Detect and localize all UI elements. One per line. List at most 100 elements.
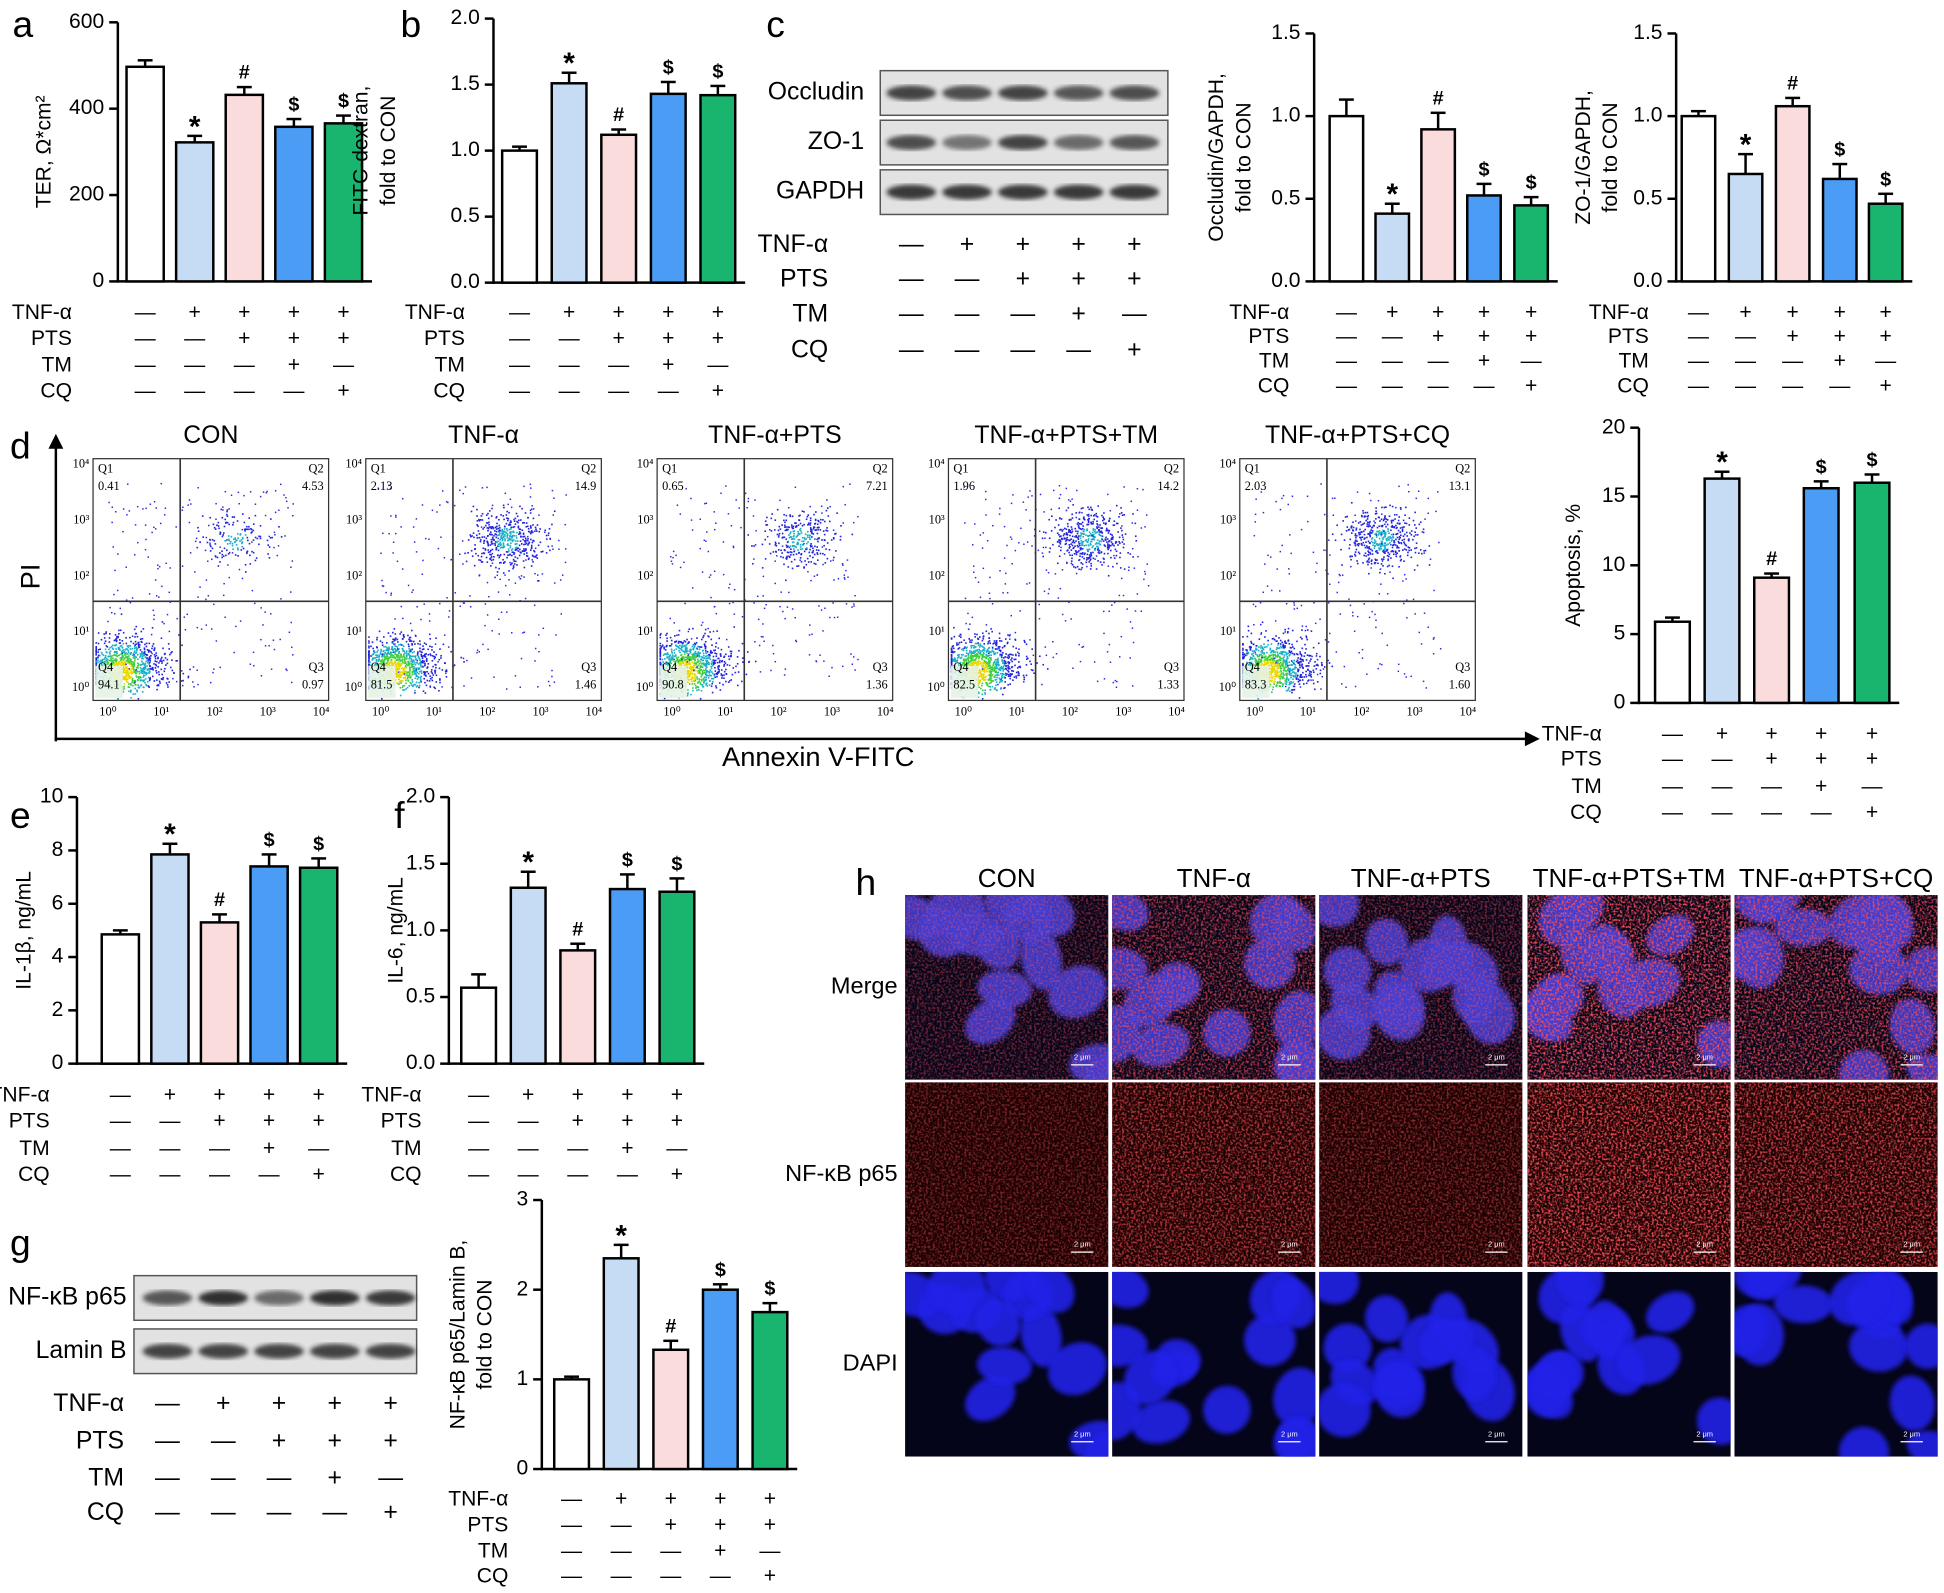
flow-dot: [738, 649, 740, 652]
flow-dot: [472, 505, 475, 508]
flow-dot: [723, 655, 726, 658]
flow-dot: [688, 650, 691, 653]
flow-dot: [983, 671, 986, 673]
flow-dot: [698, 653, 700, 656]
y-tick-label: 5: [1614, 622, 1626, 645]
flow-dot: [685, 646, 687, 648]
flow-dot: [416, 654, 419, 656]
flow-dot: [673, 655, 676, 657]
flow-dot: [397, 675, 400, 677]
treatment-sign: —: [1861, 775, 1883, 798]
treatment-label: PTS: [1561, 747, 1602, 770]
flow-dot: [495, 536, 498, 539]
flow-dot: [671, 654, 674, 656]
flow-dot: [510, 506, 513, 509]
flow-dot: [797, 524, 800, 527]
treatment-sign: +: [1525, 301, 1537, 324]
flow-dot: [396, 560, 399, 563]
flow-dot: [126, 653, 129, 655]
flow-dot: [952, 660, 954, 662]
flow-dot: [714, 662, 716, 664]
flow-dot: [129, 645, 132, 647]
flow-dot: [193, 686, 195, 688]
flow-dot: [684, 656, 687, 659]
flow-dot: [531, 541, 534, 544]
flow-dot: [162, 678, 164, 681]
flow-dot: [525, 539, 527, 542]
flow-dot: [269, 536, 272, 539]
quadrant-value: 0.65: [662, 479, 684, 493]
flow-dot: [714, 649, 716, 651]
flow-dot: [500, 537, 502, 540]
flow-dot: [406, 677, 409, 680]
flow-dot: [136, 505, 139, 508]
flow-dot: [520, 575, 523, 577]
flow-dot: [748, 660, 751, 663]
flow-dot: [705, 540, 707, 543]
flow-dot: [950, 653, 953, 656]
flow-dot: [124, 648, 127, 651]
treatment-sign: —: [234, 379, 256, 402]
flow-dot: [523, 543, 525, 546]
flow-dot: [145, 507, 147, 510]
flow-dot: [99, 648, 102, 651]
treatment-sign: +: [263, 1137, 275, 1160]
flow-dot: [715, 655, 718, 657]
treatment-label: TNF-α: [0, 1083, 50, 1106]
flow-dot: [428, 633, 431, 636]
flow-dot: [398, 658, 400, 660]
flow-dot: [732, 545, 735, 548]
flow-dot: [530, 530, 533, 532]
flow-dot: [707, 635, 709, 637]
flow-dot: [396, 650, 398, 652]
flow-dot: [222, 534, 224, 536]
flow-dot: [685, 650, 688, 652]
flow-dot: [824, 562, 827, 564]
flow-dot: [154, 660, 157, 662]
flow-dot: [254, 559, 257, 562]
flow-dot: [122, 666, 125, 668]
flow-dot: [121, 655, 123, 658]
significance-mark: $: [288, 94, 299, 116]
flow-dot: [668, 657, 671, 660]
flow-dot: [210, 681, 212, 684]
flow-dot: [512, 539, 515, 541]
flow-dot: [178, 634, 180, 636]
flow-dot: [141, 637, 144, 640]
flow-dot: [116, 664, 119, 666]
flow-dot: [522, 535, 524, 538]
flow-dot: [699, 672, 701, 675]
treatment-sign: +: [671, 1163, 683, 1186]
flow-dot: [422, 559, 424, 562]
flow-dot: [680, 659, 683, 662]
flow-dot: [506, 551, 509, 553]
flow-dot: [809, 524, 812, 526]
flow-dot: [669, 654, 671, 657]
flow-dot: [405, 688, 407, 690]
flow-dot: [115, 650, 118, 653]
treatment-sign: —: [666, 1137, 688, 1160]
flow-dot: [963, 664, 966, 667]
flow-dot: [531, 505, 533, 507]
flow-dot: [134, 644, 136, 646]
flow-dot: [487, 529, 489, 532]
flow-dot: [97, 659, 99, 662]
flow-dot: [471, 555, 474, 558]
treatment-sign: —: [1688, 301, 1710, 324]
flow-dot: [795, 553, 798, 555]
flow-dot: [746, 507, 748, 509]
flow-dot: [494, 542, 496, 545]
significance-mark: *: [189, 110, 201, 143]
flow-dot: [795, 639, 797, 642]
flow-dot: [380, 650, 382, 652]
flow-dot: [533, 556, 536, 558]
flow-dot: [521, 529, 524, 532]
flow-dot: [518, 528, 521, 530]
flow-dot: [720, 669, 723, 671]
flow-dot: [104, 654, 107, 657]
flow-dot: [403, 653, 405, 655]
flow-dot: [383, 657, 386, 659]
flow-dot: [171, 669, 174, 672]
flow-dot: [703, 644, 706, 646]
flow-dot: [828, 548, 831, 551]
